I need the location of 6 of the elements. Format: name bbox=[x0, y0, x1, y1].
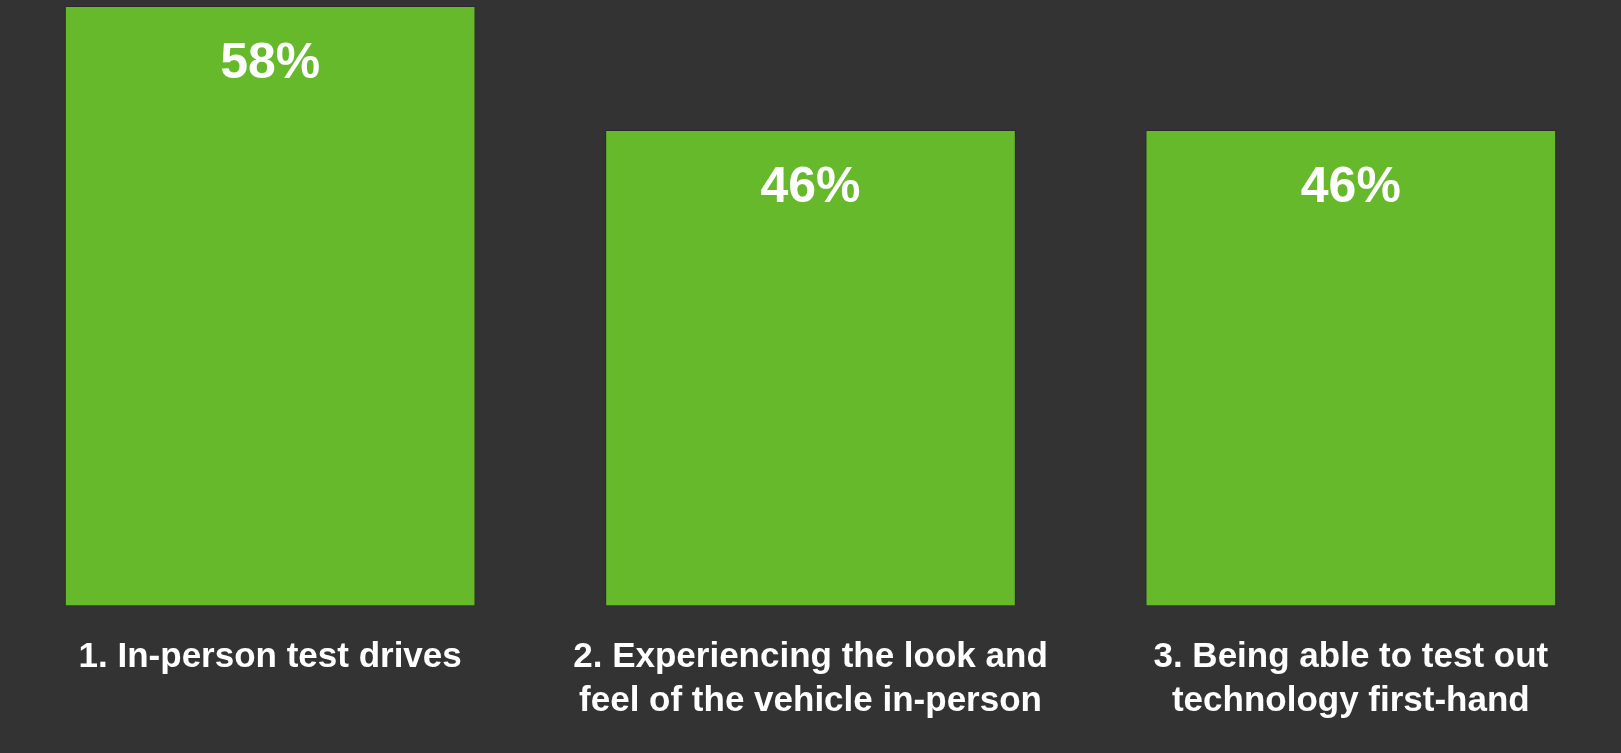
x-tick-label: 3. Being able to test out technology first-hand bbox=[1153, 635, 1549, 718]
x-tick-label: 1. In-person test drives bbox=[78, 635, 462, 675]
data-label: 46% bbox=[1300, 156, 1401, 213]
data-label: 58% bbox=[220, 32, 321, 89]
x-tick-label: 2. Experiencing the look and feel of the vehicle in-person bbox=[573, 635, 1048, 718]
data-label: 46% bbox=[760, 156, 861, 213]
